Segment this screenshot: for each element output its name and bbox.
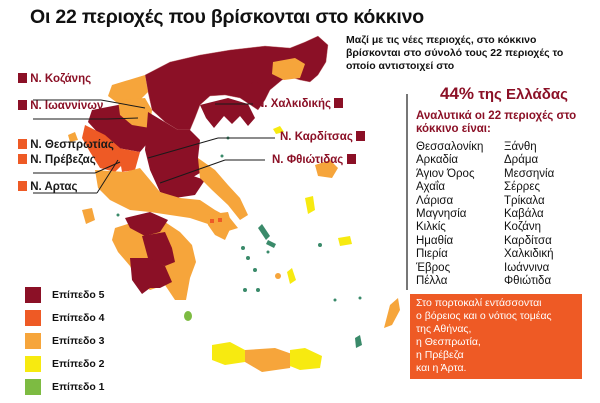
list-item: Αρκαδία [416,154,459,167]
list-item: Φθιώτιδα [504,275,552,288]
swatch-icon [25,309,41,326]
level5-square-icon [18,100,27,110]
list-item: Πιερία [416,248,448,261]
legend-item-level5: Επίπεδο 5 [25,283,105,306]
region-achaia [125,212,168,236]
list-item: Αχαΐα [416,181,446,194]
list-item: Καρδίτσα [504,234,552,247]
list-item: Μεσσηνία [504,167,555,180]
level4-square-icon [18,139,27,149]
region-chalkidiki [200,98,255,128]
divider [406,94,408,290]
regions-column-1: Θεσσαλονίκη Αρκαδία Άγιον Όρος Αχαΐα Λάρ… [416,141,504,288]
callout-ioannina: Ν. Ιωαννίνων [18,100,103,112]
swatch-icon [25,355,41,372]
list-item: Λάρισα [416,194,454,207]
level5-square-icon [18,73,27,83]
list-item: Σέρρες [504,181,540,194]
region-arkadia [142,232,175,266]
list-item: Κοζάνη [504,221,542,234]
callout-thesprotia: Ν. Θεσπρωτίας [18,139,114,151]
page-title: Οι 22 περιοχές που βρίσκονται στο κόκκιν… [30,6,425,28]
region-crete-west [212,342,245,365]
region-crete-east [290,348,322,370]
list-item: Κιλκίς [416,221,446,234]
list-item: Μαγνησία [416,208,467,221]
list-item: Ημαθία [416,234,454,247]
region-grevena [118,98,152,128]
callout-arta: Ν. Αρτας [18,181,77,193]
note-line: η Πρέβεζα [416,349,464,361]
callout-kozani: Ν. Κοζάνης [18,73,91,85]
orange-note-box: Στο πορτοκαλί εντάσσονται ο βόρειος και … [410,294,582,379]
legend-item-level4: Επίπεδο 4 [25,306,105,329]
list-item: Καβάλα [504,208,544,221]
note-line: της Αθήνας, [416,323,472,335]
swatch-icon [25,378,41,395]
region-rodopi [272,58,305,80]
red-regions-list: Θεσσαλονίκη Αρκαδία Άγιον Όρος Αχαΐα Λάρ… [416,141,592,288]
region-attica [205,212,232,240]
note-line: Στο πορτοκαλί εντάσσονται [416,297,542,309]
region-ikaria-yellow [287,268,296,284]
callout-chalkidiki: Ν. Χαλκιδικής [256,98,344,110]
level5-square-icon [334,98,344,108]
region-evia [198,158,248,220]
region-crete-central [245,348,292,372]
level4-square-icon [18,154,27,164]
list-item: Πέλλα [416,275,448,288]
list-item: Δράμα [504,154,539,167]
note-line: και η Άρτα. [416,362,467,374]
region-lemnos [273,126,284,134]
region-samos [338,236,352,246]
level5-square-icon [356,131,366,141]
legend-item-level2: Επίπεδο 2 [25,352,105,375]
level5-square-icon [346,154,356,164]
region-west-orange [108,75,148,105]
list-item: Ξάνθη [504,141,537,153]
list-item: Χαλκιδική [504,248,554,261]
region-chios [305,196,315,214]
legend-item-level1: Επίπεδο 1 [25,375,105,398]
list-item: Ιωάννινα [504,261,550,274]
list-item: Θεσσαλονίκη [416,141,484,153]
percent-headline: 44% της Ελλάδας [440,84,568,103]
level4-square-icon [18,181,27,191]
region-fthiotida [150,170,205,198]
note-line: ο βόρειος και ο νότιος τομέας [416,310,552,322]
swatch-icon [25,286,41,303]
legend: Επίπεδο 5 Επίπεδο 4 Επίπεδο 3 Επίπεδο 2 … [25,283,105,398]
region-central-orange [95,168,238,232]
regions-column-2: Ξάνθη Δράμα Μεσσηνία Σέρρες Τρίκαλα Καβά… [504,141,592,288]
region-lesvos [315,160,338,178]
legend-item-level3: Επίπεδο 3 [25,329,105,352]
region-thessaly [145,112,205,180]
region-rhodes [384,298,400,328]
callout-karditsa: Ν. Καρδίτσας [280,131,366,143]
list-item: Έβρος [416,261,451,274]
note-line: η Θεσπρωτία, [416,336,481,348]
region-arta [118,148,140,172]
list-item: Άγιον Όρος [416,167,475,180]
region-thesprotia-preveza-arta [82,125,125,172]
callout-fthiotida: Ν. Φθιώτιδας [272,154,356,166]
swatch-icon [25,332,41,349]
list-item: Τρίκαλα [504,194,545,207]
callout-preveza: Ν. Πρέβεζας [18,154,96,166]
intro-text: Μαζί με τις νέες περιοχές, στο κόκκινο β… [346,34,564,72]
list-heading: Αναλυτικά οι 22 περιοχές στο κόκκινο είν… [416,110,577,135]
region-messinia [130,258,172,294]
